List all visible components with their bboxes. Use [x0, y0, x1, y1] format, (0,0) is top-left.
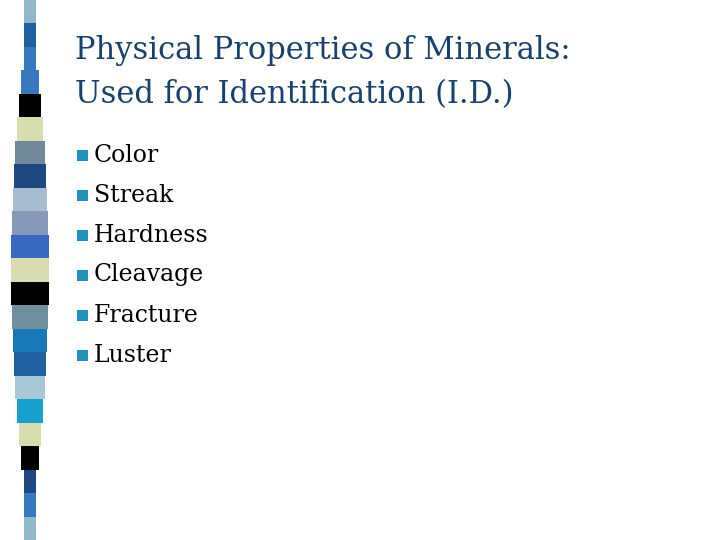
Bar	[17, 117, 43, 141]
Bar	[24, 517, 36, 540]
Bar	[22, 70, 39, 94]
Bar	[17, 399, 43, 423]
Text: Hardness: Hardness	[94, 224, 209, 246]
Bar	[15, 376, 45, 399]
Text: Fracture: Fracture	[94, 303, 199, 327]
Text: Physical Properties of Minerals:: Physical Properties of Minerals:	[75, 35, 571, 65]
Bar	[22, 446, 39, 470]
Bar	[12, 329, 48, 352]
Text: Color: Color	[94, 144, 159, 166]
Bar	[19, 94, 41, 117]
Bar	[12, 188, 48, 211]
Bar	[14, 164, 46, 188]
Bar	[12, 235, 49, 258]
Bar	[24, 493, 36, 517]
Bar	[24, 23, 36, 47]
Text: Streak: Streak	[94, 184, 174, 206]
Bar	[12, 282, 49, 305]
Bar	[24, 470, 37, 493]
Text: Luster: Luster	[94, 343, 172, 367]
Bar	[12, 305, 48, 329]
Bar	[77, 309, 88, 321]
Bar	[77, 150, 88, 160]
Bar	[15, 141, 45, 164]
Bar	[11, 258, 49, 282]
Bar	[12, 211, 48, 235]
Bar	[77, 349, 88, 361]
Bar	[14, 352, 46, 376]
Bar	[24, 47, 37, 70]
Bar	[77, 190, 88, 200]
Bar	[19, 423, 41, 446]
Text: Cleavage: Cleavage	[94, 264, 204, 287]
Text: Used for Identification (I.D.): Used for Identification (I.D.)	[75, 79, 513, 111]
Bar	[24, 0, 36, 23]
Bar	[77, 269, 88, 280]
Bar	[77, 230, 88, 240]
